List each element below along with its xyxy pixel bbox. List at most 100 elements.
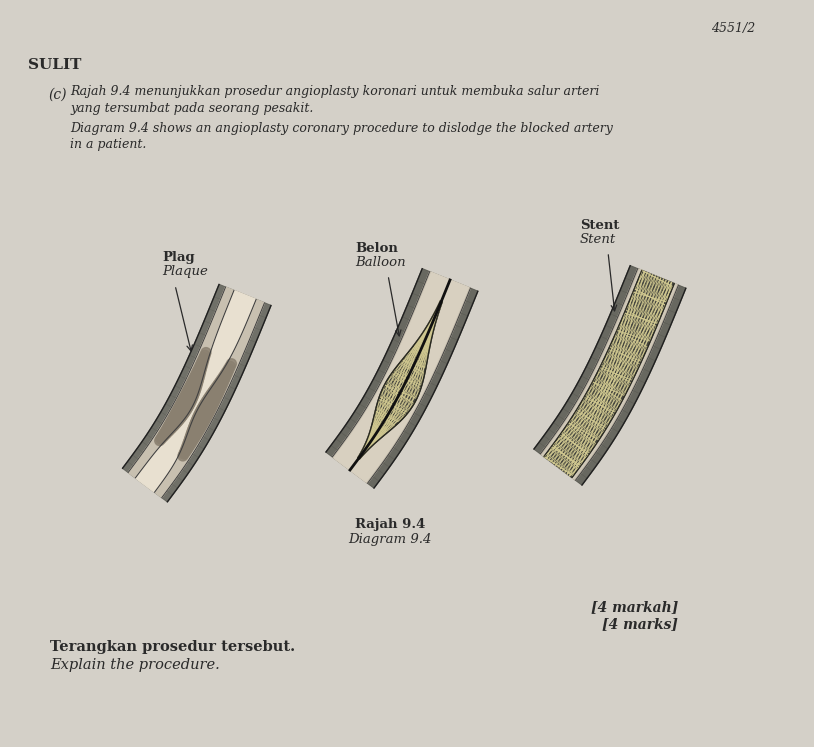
Circle shape <box>211 381 225 395</box>
Text: [4 markah]: [4 markah] <box>591 600 678 614</box>
Circle shape <box>158 430 169 441</box>
Circle shape <box>187 424 203 440</box>
Text: Diagram 9.4 shows an angioplasty coronary procedure to dislodge the blocked arte: Diagram 9.4 shows an angioplasty coronar… <box>70 122 613 135</box>
Circle shape <box>215 376 228 389</box>
Circle shape <box>197 401 215 420</box>
Circle shape <box>163 421 176 435</box>
Polygon shape <box>544 270 674 477</box>
Text: Balloon: Balloon <box>355 256 405 269</box>
Circle shape <box>168 410 185 427</box>
Text: Belon: Belon <box>355 242 398 255</box>
Circle shape <box>209 383 225 398</box>
Circle shape <box>203 392 220 409</box>
Circle shape <box>160 426 173 438</box>
Text: Explain the procedure.: Explain the procedure. <box>50 658 220 672</box>
Text: yang tersumbat pada seorang pesakit.: yang tersumbat pada seorang pesakit. <box>70 102 313 115</box>
Circle shape <box>178 391 196 410</box>
Circle shape <box>201 394 218 412</box>
Circle shape <box>194 406 212 424</box>
Circle shape <box>182 439 195 451</box>
Circle shape <box>186 378 202 394</box>
Circle shape <box>201 347 211 357</box>
Circle shape <box>195 361 207 373</box>
Circle shape <box>190 371 204 385</box>
Circle shape <box>190 368 204 382</box>
Text: Plaque: Plaque <box>162 265 208 278</box>
Circle shape <box>185 432 199 446</box>
Circle shape <box>212 379 227 392</box>
Circle shape <box>181 387 198 405</box>
Circle shape <box>198 399 216 417</box>
Text: 4551/2: 4551/2 <box>711 22 755 35</box>
Circle shape <box>155 436 164 446</box>
Circle shape <box>184 380 201 397</box>
Text: in a patient.: in a patient. <box>70 138 147 151</box>
Circle shape <box>182 385 199 402</box>
Polygon shape <box>542 270 676 479</box>
Circle shape <box>199 350 210 361</box>
Circle shape <box>187 375 203 391</box>
Circle shape <box>157 432 168 442</box>
Text: (c): (c) <box>48 88 67 102</box>
Text: Stent: Stent <box>580 219 619 232</box>
Circle shape <box>223 364 234 374</box>
Text: Diagram 9.4: Diagram 9.4 <box>348 533 431 546</box>
Text: [4 marks]: [4 marks] <box>602 617 678 631</box>
Circle shape <box>190 414 208 431</box>
Circle shape <box>177 394 195 412</box>
Circle shape <box>183 437 196 450</box>
Circle shape <box>169 408 186 424</box>
Circle shape <box>183 382 200 400</box>
Circle shape <box>204 390 221 406</box>
Text: Stent: Stent <box>580 233 616 246</box>
Circle shape <box>225 362 235 371</box>
Circle shape <box>221 367 233 377</box>
Circle shape <box>167 412 183 428</box>
Circle shape <box>188 373 204 388</box>
Circle shape <box>226 359 236 368</box>
Circle shape <box>161 424 174 436</box>
Circle shape <box>179 389 197 407</box>
Text: Rajah 9.4 menunjukkan prosedur angioplasty koronari untuk membuka salur arteri: Rajah 9.4 menunjukkan prosedur angioplas… <box>70 85 599 98</box>
Circle shape <box>220 369 231 380</box>
Circle shape <box>192 412 209 429</box>
Circle shape <box>217 374 230 386</box>
Circle shape <box>197 356 208 367</box>
Polygon shape <box>534 266 686 485</box>
Circle shape <box>190 416 207 433</box>
Circle shape <box>188 421 204 438</box>
Text: SULIT: SULIT <box>28 58 81 72</box>
Polygon shape <box>334 273 469 482</box>
Circle shape <box>184 434 197 447</box>
Circle shape <box>196 358 208 370</box>
Circle shape <box>178 451 188 461</box>
Polygon shape <box>128 287 265 498</box>
Circle shape <box>181 444 192 456</box>
Text: Rajah 9.4: Rajah 9.4 <box>355 518 425 531</box>
Circle shape <box>171 406 188 423</box>
Circle shape <box>172 403 189 421</box>
Circle shape <box>166 415 182 430</box>
Circle shape <box>176 397 194 415</box>
Circle shape <box>155 434 166 444</box>
Circle shape <box>160 428 171 439</box>
Circle shape <box>199 353 209 364</box>
Circle shape <box>208 385 223 401</box>
Polygon shape <box>358 301 442 459</box>
Polygon shape <box>123 285 271 502</box>
Polygon shape <box>540 269 678 480</box>
Polygon shape <box>332 272 470 483</box>
Circle shape <box>165 417 179 432</box>
Circle shape <box>180 447 190 457</box>
Polygon shape <box>326 269 478 488</box>
Circle shape <box>218 371 230 383</box>
Circle shape <box>192 365 205 379</box>
Circle shape <box>193 409 211 427</box>
Circle shape <box>199 397 217 415</box>
Circle shape <box>173 401 190 419</box>
Circle shape <box>182 441 193 453</box>
Circle shape <box>189 419 205 436</box>
Circle shape <box>164 419 177 433</box>
Circle shape <box>186 427 201 441</box>
Polygon shape <box>135 291 256 492</box>
